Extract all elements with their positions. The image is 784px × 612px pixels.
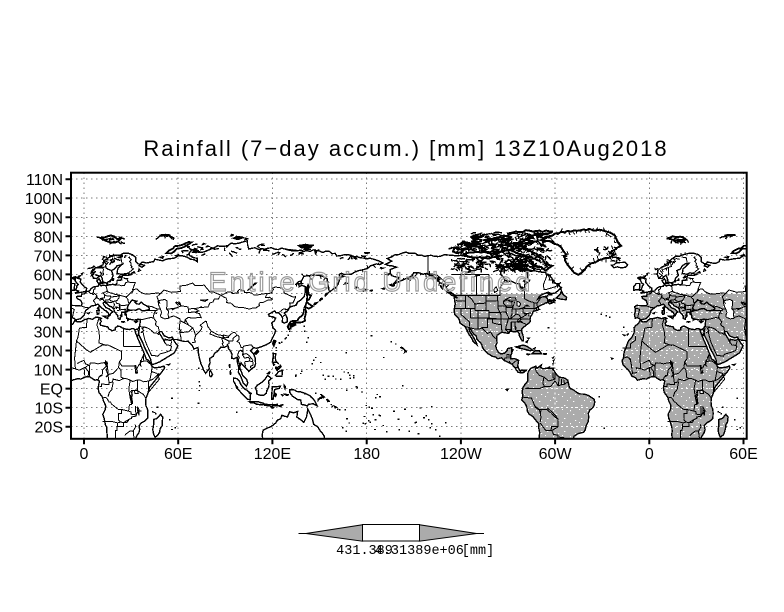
svg-text:60E: 60E	[164, 446, 192, 463]
svg-text:[mm]: [mm]	[462, 544, 494, 559]
svg-text:60E: 60E	[729, 446, 757, 463]
svg-text:80N: 80N	[34, 229, 63, 246]
svg-text:10N: 10N	[34, 363, 63, 380]
svg-text:180: 180	[353, 446, 380, 463]
svg-text:20S: 20S	[35, 420, 63, 437]
svg-text:60W: 60W	[539, 446, 573, 463]
svg-text:Rainfall (7−day accum.) [mm] 1: Rainfall (7−day accum.) [mm] 13Z10Aug201…	[143, 136, 668, 161]
svg-text:EQ: EQ	[40, 382, 63, 399]
svg-text:100N: 100N	[25, 191, 63, 208]
svg-text:431.389: 431.389	[336, 544, 393, 559]
svg-text:90N: 90N	[34, 210, 63, 227]
svg-text:40N: 40N	[34, 306, 63, 323]
svg-text:120W: 120W	[440, 446, 483, 463]
svg-text:120E: 120E	[254, 446, 291, 463]
svg-text:30N: 30N	[34, 325, 63, 342]
svg-text:60N: 60N	[34, 267, 63, 284]
svg-text:Entire Grid Undefined: Entire Grid Undefined	[209, 267, 534, 297]
svg-text:0: 0	[645, 446, 654, 463]
svg-text:4.31389e+06: 4.31389e+06	[375, 544, 464, 559]
svg-text:70N: 70N	[34, 248, 63, 265]
svg-text:0: 0	[80, 446, 89, 463]
svg-text:10S: 10S	[35, 401, 63, 418]
svg-text:110N: 110N	[26, 172, 63, 189]
svg-text:20N: 20N	[34, 344, 63, 361]
svg-text:50N: 50N	[34, 286, 63, 303]
